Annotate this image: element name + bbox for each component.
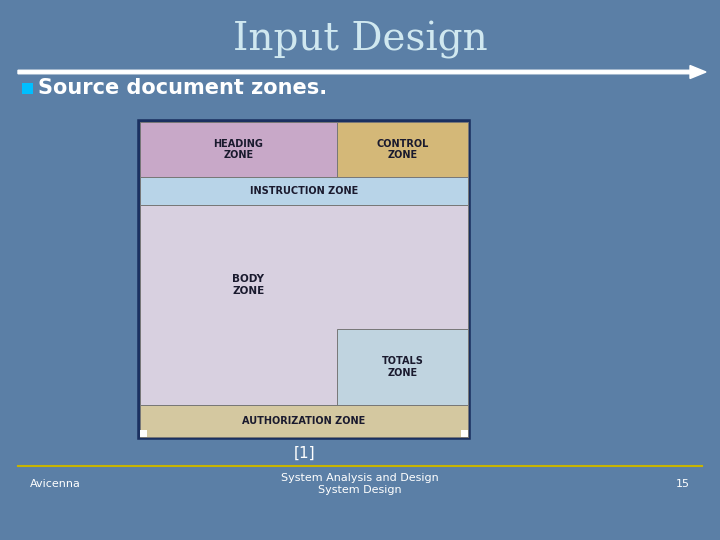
Text: System Analysis and Design: System Analysis and Design bbox=[281, 473, 439, 483]
Text: AUTHORIZATION ZONE: AUTHORIZATION ZONE bbox=[243, 416, 366, 426]
Bar bbox=[461, 430, 468, 437]
Text: CONTROL
ZONE: CONTROL ZONE bbox=[377, 139, 428, 160]
Text: BODY
ZONE: BODY ZONE bbox=[232, 274, 264, 296]
Bar bbox=[337, 329, 468, 405]
Text: INSTRUCTION ZONE: INSTRUCTION ZONE bbox=[250, 186, 358, 196]
Bar bbox=[337, 122, 468, 177]
Text: Input Design: Input Design bbox=[233, 21, 487, 59]
Text: TOTALS
ZONE: TOTALS ZONE bbox=[382, 356, 423, 378]
Text: [1]: [1] bbox=[294, 446, 316, 461]
Text: Avicenna: Avicenna bbox=[30, 479, 81, 489]
Text: System Design: System Design bbox=[318, 485, 402, 495]
Text: 15: 15 bbox=[676, 479, 690, 489]
Bar bbox=[140, 122, 468, 437]
Bar bbox=[140, 122, 337, 177]
Bar bbox=[140, 430, 147, 437]
Bar bbox=[140, 177, 468, 205]
Bar bbox=[140, 405, 468, 437]
Bar bbox=[22, 83, 33, 94]
Bar bbox=[140, 205, 468, 405]
Text: HEADING
ZONE: HEADING ZONE bbox=[213, 139, 264, 160]
Text: Source document zones.: Source document zones. bbox=[38, 78, 327, 98]
FancyArrow shape bbox=[18, 65, 706, 78]
